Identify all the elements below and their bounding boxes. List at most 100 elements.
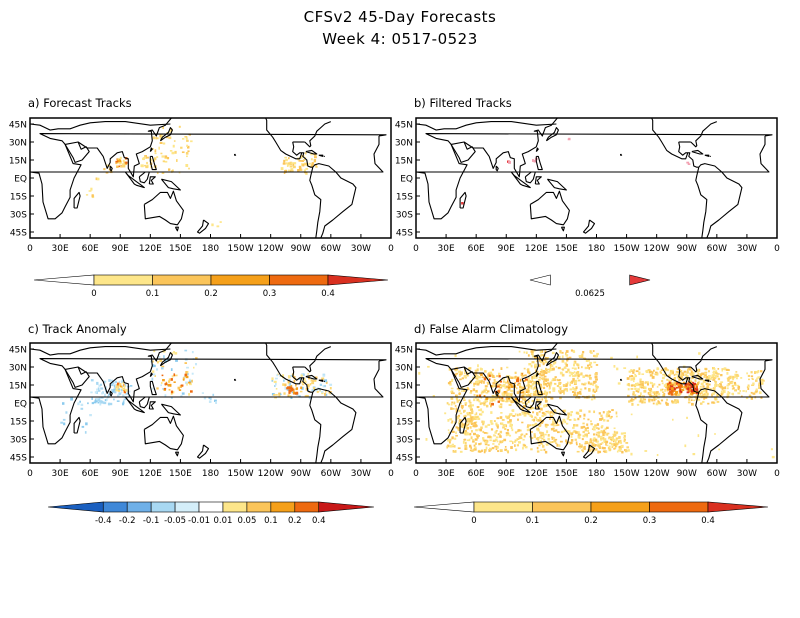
map-panel-false-alarm-climatology-shading-cell [673,387,676,391]
lon-tick-label: 90E [112,469,129,479]
coastline [148,176,156,185]
map-panel-false-alarm-climatology-shading-cell [544,390,546,394]
map-panel-false-alarm-climatology-shading-cell [585,433,589,437]
map-panel-false-alarm-climatology-shading-cell [455,397,458,400]
map-panel-false-alarm-climatology-shading-cell [573,387,577,391]
map-panel-track-anomaly-shading-cell [153,364,156,368]
colorbar-segment [532,501,592,513]
map-panel-filtered-tracks-shading-cell [533,159,537,163]
map-panel-track-anomaly-shading-cell [195,357,198,360]
map-panel-false-alarm-climatology-shading-cell [760,396,763,399]
colorbar-segment [246,501,272,513]
map-panel-false-alarm-climatology-shading-cell [496,425,499,429]
map-panel-false-alarm-climatology-shading-cell [699,392,702,395]
map-panel-false-alarm-climatology-shading-cell [602,433,605,437]
map-panel-false-alarm-climatology-shading-cell [549,368,551,372]
map-panel-false-alarm-climatology-shading-cell [668,388,672,391]
map-panel-false-alarm-climatology-shading-cell [519,385,522,389]
map-panel-track-anomaly-shading-cell [115,388,119,392]
coastline [124,171,145,189]
map-panel-false-alarm-climatology-shading-cell [714,380,717,383]
map-panel-false-alarm-climatology-shading-cell [539,436,542,439]
lon-tick-label: 150E [169,244,192,254]
lon-tick-label: 0 [413,244,419,254]
map-panel-false-alarm-climatology-shading-cell [627,395,630,398]
map-panel-false-alarm-climatology-shading-cell [524,446,528,449]
map-panel-false-alarm-climatology-shading-cell [590,423,593,426]
map-panel-false-alarm-climatology-shading-cell [689,383,692,386]
lon-tick-label: 90W [677,244,697,254]
map-panel-false-alarm-climatology-shading-cell [487,390,490,393]
map-panel-false-alarm-climatology-shading-cell [657,396,660,399]
map-panel-false-alarm-climatology-shading-cell [602,450,605,453]
map-frame [29,342,392,464]
map-panel-false-alarm-climatology-shading-cell [567,368,570,372]
map-panel-track-anomaly-shading-cell [154,375,157,377]
map-panel-false-alarm-climatology-shading-cell [600,414,603,418]
map-panel-track-anomaly-shading-cell [184,349,188,352]
map-panel-false-alarm-climatology-shading-cell [496,417,500,420]
colorbar-false-alarm-climatology: 0 0.1 0.2 0.3 0.4 [413,501,769,526]
map-panel-track-anomaly-shading-cell [160,381,163,385]
map-panel-false-alarm-climatology-shading-cell [505,415,508,418]
map-panel-false-alarm-climatology-shading-cell [531,418,534,422]
map-panel-false-alarm-climatology-shading-cell [504,428,507,431]
map-panel-false-alarm-climatology-shading-cell [548,391,551,394]
map-panel-false-alarm-climatology-shading-cell [432,395,435,398]
map-panel-forecast-tracks-shading-cell [122,163,125,166]
map-panel-false-alarm-climatology-shading-cell [514,431,518,434]
map-panel-false-alarm-climatology-shading-cell [507,385,511,389]
map-panel-false-alarm-climatology-shading-cell [507,377,509,381]
map-panel-false-alarm-climatology-shading-cell [710,388,712,391]
coastline [305,149,318,155]
map-panel-track-anomaly-shading-cell [81,425,85,428]
map-panel-false-alarm-climatology-shading-cell [516,383,520,386]
map-panel-false-alarm-climatology-shading-cell [537,390,540,393]
map-panel-false-alarm-climatology-shading-cell [454,421,456,424]
map-panel-false-alarm-climatology-shading-cell [544,382,548,386]
map-panel-false-alarm-climatology-shading-cell [482,423,485,426]
coastline [196,444,210,459]
map-panel-false-alarm-climatology-shading-cell [500,367,503,371]
map-panel-false-alarm-climatology-shading-cell [544,370,546,374]
map-panel-track-anomaly-shading-cell [300,386,303,390]
map-panel-track-anomaly-shading-cell [151,370,155,373]
map-panel-forecast-tracks-shading-cell [190,140,193,143]
figure-title: CFSv2 45-Day Forecasts [303,8,497,26]
map-panel-false-alarm-climatology-shading-cell [660,399,664,402]
map-panel-forecast-tracks-shading-cell [115,160,119,163]
map-panel-false-alarm-climatology-shading-cell [708,375,711,378]
map-panel-false-alarm-climatology-shading-cell [546,378,549,382]
map-panel-false-alarm-climatology-shading-cell [695,391,699,395]
coastline [529,190,570,226]
map-panel-false-alarm-climatology-shading-cell [709,377,712,380]
map-panel-false-alarm-climatology-shading-cell [510,446,513,449]
map-panel-false-alarm-climatology-shading-cell [545,371,548,375]
map-panel-false-alarm-climatology-shading-cell [734,389,737,392]
map-panel-false-alarm-climatology-shading-cell [595,389,598,392]
map-panel-false-alarm-climatology-shading-cell [455,394,458,398]
map-panel-false-alarm-climatology-shading-cell [559,371,563,375]
map-panel-false-alarm-climatology-shading-cell [476,368,479,372]
map-panel-false-alarm-climatology-shading-cell [508,383,512,387]
map-panel-forecast-tracks-shading-cell [120,160,123,163]
lon-tick-label: 150E [169,469,192,479]
map-panel-forecast-tracks-shading-cell [118,162,122,165]
map-panel-false-alarm-climatology-shading-cell [505,381,508,384]
map-panel-false-alarm-climatology-shading-cell [720,393,723,397]
map-panel-false-alarm-climatology-shading-cell [483,401,486,404]
lon-tick-label: 90W [291,244,311,254]
map-panel-false-alarm-climatology-shading-cell [647,383,649,386]
map-panel-false-alarm-climatology-shading-cell [574,367,577,370]
coastline [234,153,237,156]
map-panel-forecast-tracks-shading-cell [288,162,291,165]
map-panel-false-alarm-climatology-shading-cell [512,400,515,404]
map-panel-false-alarm-climatology-shading-cell [686,371,689,374]
map-panel-false-alarm-climatology-shading-cell [484,389,488,392]
coastline [64,141,90,163]
map-panel-false-alarm-climatology-shading-cell [681,372,685,376]
map-panel-false-alarm-climatology-shading-cell [581,449,583,452]
coastline [77,343,172,403]
map-panel-track-anomaly-shading-cell [170,378,173,381]
map-panel-track-anomaly-shading-cell [290,396,293,400]
